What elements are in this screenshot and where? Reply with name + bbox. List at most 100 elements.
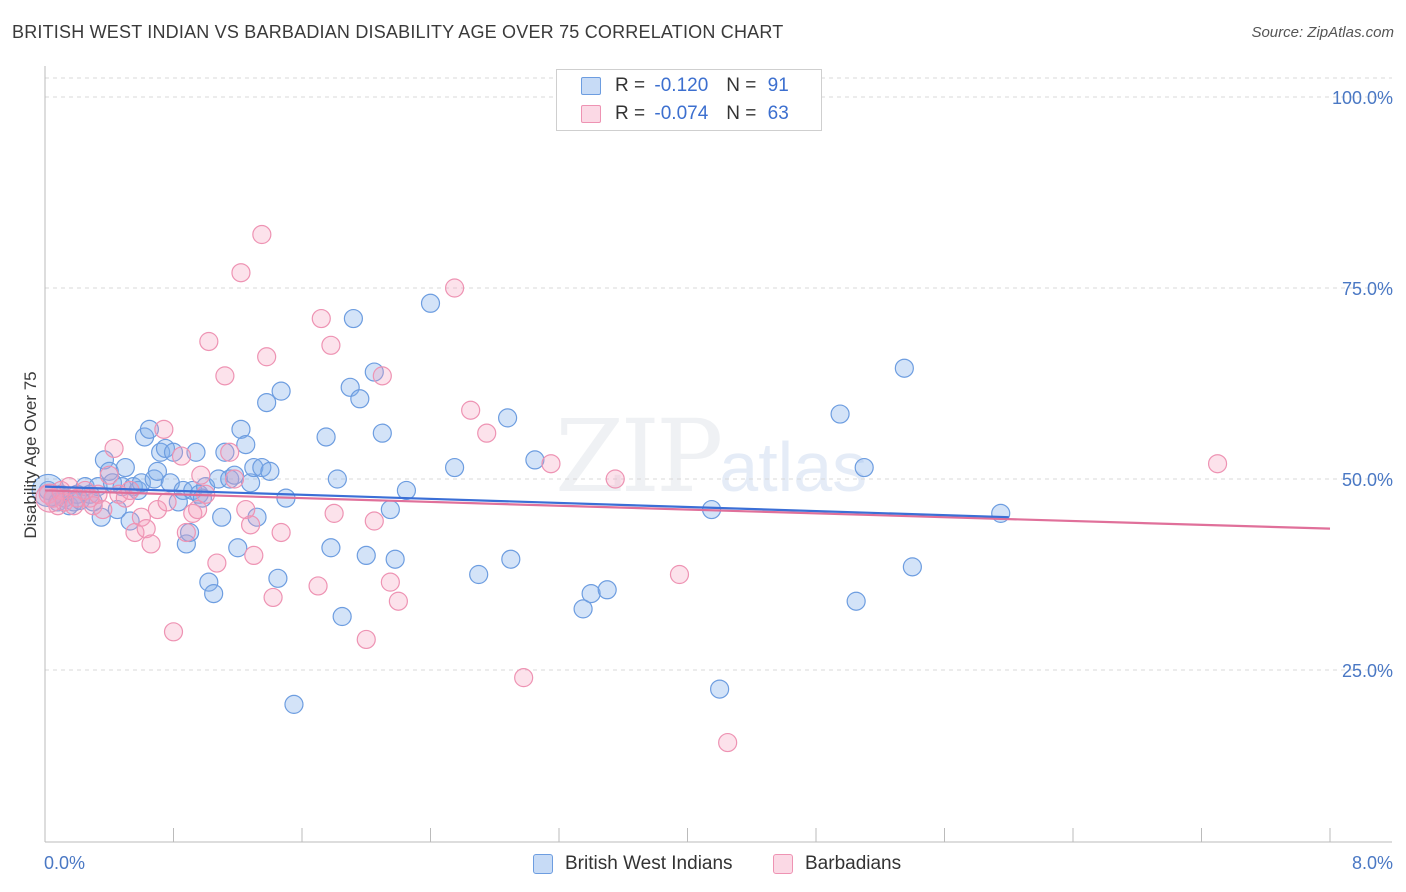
data-point-barbadian [83, 496, 103, 516]
data-point-british-west-indian [854, 457, 874, 478]
bottom-legend-british-west-indians[interactable]: British West Indians [533, 852, 733, 876]
data-point-barbadian [605, 469, 625, 489]
y-tick-label: 50.0% [1342, 470, 1393, 490]
axis-labels: 25.0% 50.0% 75.0% 100.0% 0.0% 8.0% Disability … [21, 88, 1393, 873]
data-point-barbadian [324, 503, 344, 523]
data-point-british-west-indian [420, 293, 441, 313]
data-point-british-west-indian [380, 499, 400, 520]
data-point-barbadian [171, 446, 192, 466]
x-tick-label-max: 8.0% [1352, 853, 1393, 873]
data-point-british-west-indian [327, 469, 347, 489]
legend-r-label: R = [615, 75, 646, 96]
data-point-barbadian [199, 331, 219, 352]
legend-swatch-pink [581, 105, 601, 123]
data-point-barbadian [461, 400, 481, 420]
data-point-barbadian [88, 484, 108, 504]
data-point-barbadian [154, 419, 174, 439]
data-point-british-west-indian [902, 557, 922, 577]
legend-n-label: N = [726, 75, 757, 96]
data-point-british-west-indian [444, 457, 465, 478]
data-point-british-west-indian [271, 381, 291, 401]
legend-n-value: 91 [767, 75, 789, 96]
data-point-barbadian [364, 511, 384, 531]
bottom-legend-label-pink: Barbadians [805, 853, 902, 874]
axes [44, 66, 1392, 843]
data-point-british-west-indian [139, 419, 160, 439]
data-point-british-west-indian [115, 457, 135, 478]
trend-lines [44, 485, 1331, 530]
data-point-barbadian [388, 591, 408, 611]
data-point-barbadian [380, 572, 400, 592]
legend-r-label: R = [615, 103, 646, 124]
data-point-barbadian [215, 366, 235, 386]
data-point-british-west-indian [257, 393, 277, 413]
data-point-barbadian [252, 224, 272, 245]
legend-row-barbadians: R = -0.074 N = 63 [581, 102, 789, 126]
data-point-barbadian [477, 423, 497, 443]
data-point-barbadian [147, 499, 168, 520]
data-point-barbadian [93, 499, 113, 520]
data-point-barbadian [356, 629, 376, 650]
data-point-british-west-indian [199, 572, 219, 592]
data-point-british-west-indian [372, 423, 392, 443]
data-point-barbadian [163, 622, 184, 642]
bottom-legend-barbadians[interactable]: Barbadians [773, 852, 901, 876]
data-point-barbadian [231, 263, 251, 283]
data-point-barbadian [99, 465, 119, 485]
data-point-british-west-indian [498, 408, 518, 428]
legend-n-value: 63 [767, 103, 789, 124]
bottom-legend-swatch-pink [773, 854, 793, 874]
data-point-barbadian [191, 465, 211, 485]
data-point-british-west-indian [501, 549, 521, 569]
y-axis-label: Disability Age Over 75 [21, 371, 40, 538]
data-point-barbadian [131, 507, 151, 527]
data-point-british-west-indian [316, 427, 336, 447]
data-point-british-west-indian [228, 538, 248, 558]
data-point-british-west-indian [147, 461, 168, 481]
data-point-british-west-indian [830, 404, 850, 424]
data-point-barbadian [241, 515, 261, 535]
data-point-british-west-indian [107, 499, 127, 520]
chart-title: BRITISH WEST INDIAN VS BARBADIAN DISABIL… [12, 22, 784, 42]
data-point-barbadian [321, 335, 341, 355]
data-point-barbadian [157, 492, 177, 512]
source-label: Source: ZipAtlas.com [1251, 24, 1394, 41]
data-point-british-west-indian [215, 442, 235, 462]
data-point-british-west-indian [186, 442, 206, 462]
data-point-british-west-indian [350, 389, 370, 409]
data-point-british-west-indian [244, 457, 264, 478]
legend-swatch-blue [581, 77, 601, 95]
data-point-barbadian [220, 442, 240, 462]
data-point-british-west-indian [846, 591, 866, 611]
data-point-barbadian [271, 522, 291, 543]
data-point-barbadian [244, 545, 264, 566]
correlation-legend: R = -0.120 N = 91 R = -0.074 N = 63 [556, 69, 822, 131]
data-point-british-west-indian [396, 480, 417, 501]
data-point-barbadian [136, 519, 156, 539]
data-point-barbadian [1207, 454, 1228, 474]
data-point-barbadian [224, 469, 245, 489]
data-point-barbadian [308, 576, 328, 596]
data-point-barbadian [718, 732, 738, 753]
data-point-british-west-indian [120, 511, 140, 531]
data-point-british-west-indian [469, 564, 489, 585]
data-point-british-west-indian [236, 435, 256, 455]
trend-line-british-west-indians [44, 485, 1009, 519]
data-point-barbadian [263, 587, 283, 608]
legend-n-label: N = [726, 103, 757, 124]
data-point-british-west-indian [356, 545, 376, 566]
data-point-barbadian [257, 347, 277, 367]
data-point-barbadian [207, 553, 227, 573]
data-point-british-west-indian [332, 606, 352, 627]
data-point-barbadian [311, 308, 331, 329]
data-point-british-west-indian [573, 599, 593, 619]
trend-line-barbadians [44, 489, 1331, 530]
data-point-british-west-indian [385, 549, 405, 569]
legend-row-british-west-indians: R = -0.120 N = 91 [581, 74, 789, 98]
data-point-british-west-indian [231, 419, 251, 439]
data-point-british-west-indian [581, 583, 601, 604]
data-point-british-west-indian [284, 694, 304, 714]
legend-r-value: -0.074 [654, 103, 709, 124]
data-point-barbadian [236, 499, 256, 520]
